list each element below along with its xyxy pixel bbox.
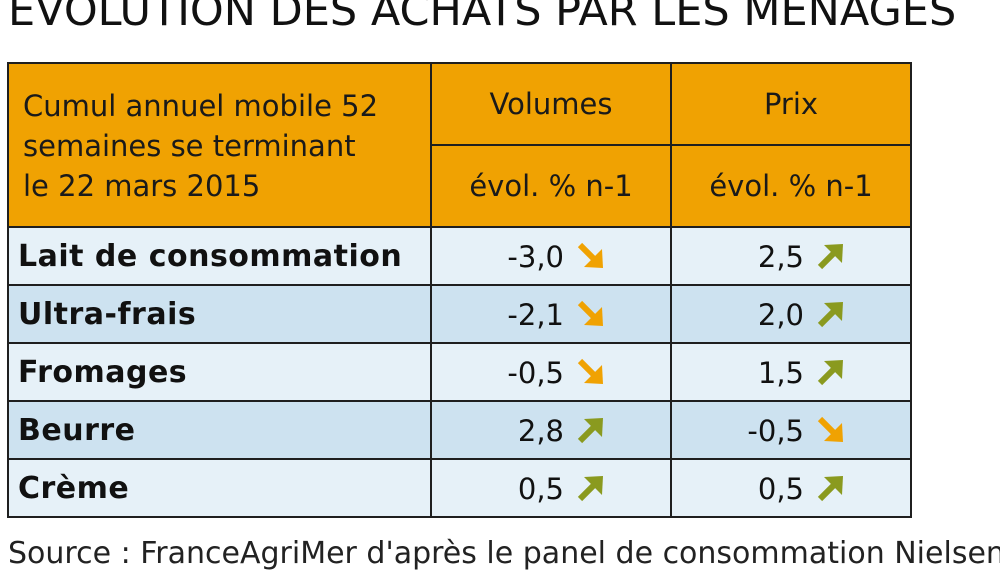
prix-value: 2,5: [757, 239, 804, 274]
row-label: Fromages: [7, 342, 432, 402]
arrow-down-right-icon: [577, 358, 603, 384]
arrow-down-right-icon: [817, 416, 843, 442]
purchases-table: Cumul annuel mobile 52 semaines se termi…: [7, 62, 912, 518]
header-period-cell: Cumul annuel mobile 52 semaines se termi…: [7, 62, 432, 228]
prix-cell: 2,0: [670, 284, 912, 344]
row-label: Crème: [7, 458, 432, 518]
prix-value: 0,5: [757, 471, 804, 506]
prix-value: 1,5: [757, 355, 804, 390]
table-row: Crème 0,5 0,5: [7, 458, 912, 518]
volumes-value: -0,5: [507, 355, 564, 390]
volumes-cell: 2,8: [430, 400, 672, 460]
table-row: Ultra-frais -2,1 2,0: [7, 284, 912, 344]
header-period-line: semaines se terminant: [23, 129, 356, 163]
table-row: Fromages -0,5 1,5: [7, 342, 912, 402]
arrow-down-right-icon: [577, 242, 603, 268]
row-label: Lait de consommation: [7, 226, 432, 286]
prix-cell: 1,5: [670, 342, 912, 402]
arrow-up-right-icon: [817, 359, 843, 385]
header-period-line: le 22 mars 2015: [23, 169, 261, 203]
prix-cell: 0,5: [670, 458, 912, 518]
prix-value: 2,0: [757, 297, 804, 332]
row-label: Ultra-frais: [7, 284, 432, 344]
volumes-value: 0,5: [517, 471, 564, 506]
row-label: Beurre: [7, 400, 432, 460]
header-period-line: Cumul annuel mobile 52: [23, 89, 379, 123]
prix-cell: -0,5: [670, 400, 912, 460]
volumes-cell: -2,1: [430, 284, 672, 344]
table-row: Lait de consommation -3,0 2,5: [7, 226, 912, 286]
arrow-up-right-icon: [817, 301, 843, 327]
arrow-down-right-icon: [577, 300, 603, 326]
header-prix: Prix: [670, 62, 912, 146]
subheader-prix: évol. % n-1: [670, 144, 912, 228]
volumes-cell: 0,5: [430, 458, 672, 518]
volumes-cell: -0,5: [430, 342, 672, 402]
volumes-value: -2,1: [507, 297, 564, 332]
header-volumes: Volumes: [430, 62, 672, 146]
arrow-up-right-icon: [817, 243, 843, 269]
prix-cell: 2,5: [670, 226, 912, 286]
arrow-up-right-icon: [817, 475, 843, 501]
arrow-up-right-icon: [577, 475, 603, 501]
subheader-volumes: évol. % n-1: [430, 144, 672, 228]
volumes-value: -3,0: [507, 239, 564, 274]
page-title: EVOLUTION DES ACHATS PAR LES MENAGES: [8, 0, 957, 36]
arrow-up-right-icon: [577, 417, 603, 443]
table-row: Beurre 2,8 -0,5: [7, 400, 912, 460]
prix-value: -0,5: [747, 413, 804, 448]
volumes-cell: -3,0: [430, 226, 672, 286]
source-note: Source : FranceAgriMer d'après le panel …: [8, 536, 1000, 571]
volumes-value: 2,8: [517, 413, 564, 448]
